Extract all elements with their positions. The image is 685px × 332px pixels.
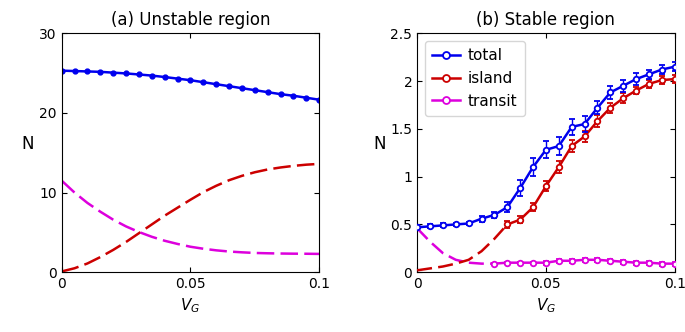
Title: (a) Unstable region: (a) Unstable region [111, 11, 270, 29]
Y-axis label: N: N [22, 135, 34, 153]
Legend: total, island, transit: total, island, transit [425, 41, 525, 117]
X-axis label: $V_G$: $V_G$ [536, 297, 556, 315]
X-axis label: $V_G$: $V_G$ [180, 297, 201, 315]
Y-axis label: N: N [373, 135, 386, 153]
Title: (b) Stable region: (b) Stable region [477, 11, 615, 29]
